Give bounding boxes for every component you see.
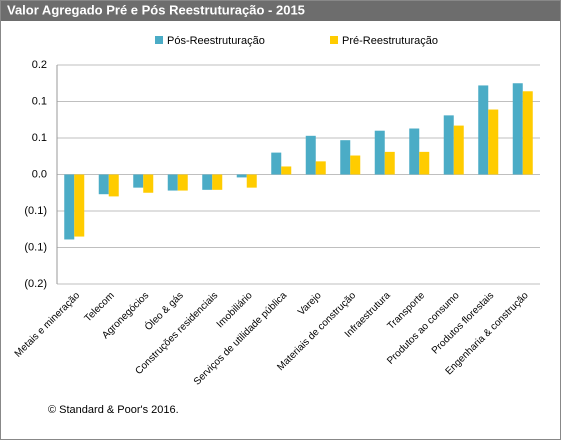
bar	[305, 135, 316, 175]
chart-title: Valor Agregado Pré e Pós Reestruturação …	[7, 2, 305, 17]
bar	[108, 174, 119, 197]
legend-swatch	[330, 36, 338, 44]
bar	[384, 151, 395, 175]
bar	[202, 174, 213, 190]
legend-swatch	[155, 36, 163, 44]
bar	[64, 174, 75, 240]
bar	[281, 166, 292, 175]
bar	[246, 174, 257, 188]
y-tick-label: (0.2)	[24, 278, 47, 290]
bar	[350, 155, 361, 175]
source-note: © Standard & Poor's 2016.	[48, 404, 179, 416]
bar	[271, 152, 282, 175]
bar	[315, 161, 326, 175]
bar	[453, 125, 464, 175]
bar	[340, 140, 351, 175]
bar	[374, 130, 385, 175]
bar	[522, 91, 533, 175]
bar	[409, 128, 420, 175]
title-bar	[1, 1, 560, 21]
y-tick-label: 0.2	[32, 59, 47, 71]
bar	[488, 109, 499, 175]
bar	[419, 151, 430, 175]
bar	[98, 174, 109, 195]
bar	[443, 115, 454, 175]
bar	[143, 174, 154, 193]
y-tick-label: 0.0	[32, 168, 47, 180]
bar	[177, 174, 188, 191]
y-tick-label: (0.1)	[24, 241, 47, 253]
y-tick-label: (0.1)	[24, 205, 47, 217]
bar	[512, 83, 523, 175]
y-tick-label: 0.1	[32, 132, 47, 144]
bar	[236, 174, 247, 178]
legend-label: Pré-Reestruturação	[342, 35, 438, 47]
bar	[478, 85, 489, 175]
bar	[133, 174, 144, 188]
bar	[74, 174, 85, 237]
bar	[167, 174, 178, 191]
legend-label: Pós-Reestruturação	[167, 35, 265, 47]
y-tick-label: 0.1	[32, 95, 47, 107]
bar	[212, 174, 223, 190]
